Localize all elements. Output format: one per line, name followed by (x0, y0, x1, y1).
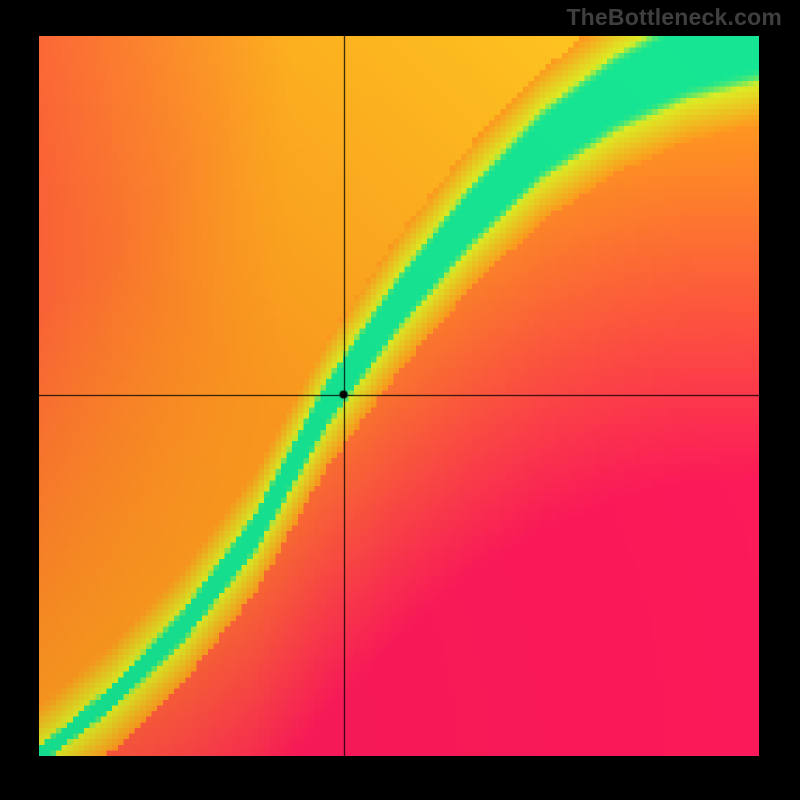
watermark-text: TheBottleneck.com (566, 4, 782, 31)
crosshair-overlay (39, 36, 759, 756)
chart-frame: TheBottleneck.com (0, 0, 800, 800)
